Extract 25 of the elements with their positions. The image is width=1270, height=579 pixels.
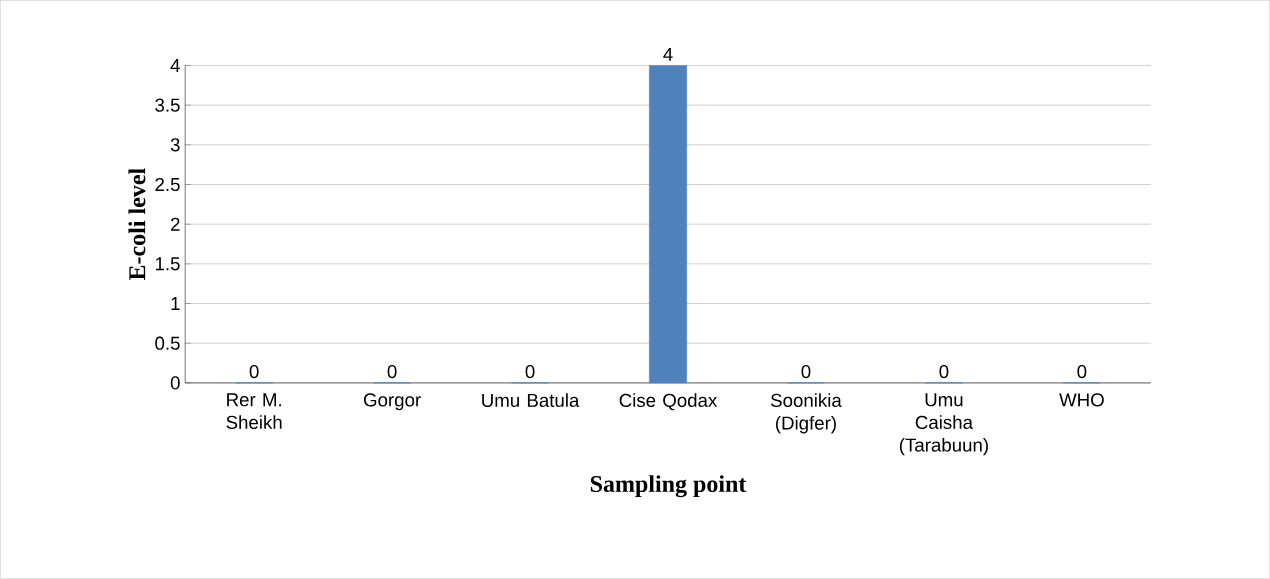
- data-label: 0: [1077, 365, 1087, 379]
- data-label: 0: [801, 365, 811, 379]
- data-label: 4: [663, 48, 673, 61]
- y-tick-label: 1: [171, 297, 180, 311]
- data-label: 0: [387, 365, 397, 379]
- x-tick-label: WHO: [1059, 393, 1104, 407]
- data-label: 0: [939, 365, 949, 379]
- y-axis-title: E-coli level: [128, 168, 146, 281]
- y-tick-label: 4: [170, 59, 180, 73]
- y-tick-label: 3: [170, 138, 180, 152]
- x-tick-label: Gorgor: [363, 393, 421, 411]
- x-axis-title: Sampling point: [590, 475, 747, 498]
- x-tick-label: Umu Batula: [482, 393, 580, 408]
- data-label: 0: [525, 365, 535, 379]
- data-label: 0: [249, 365, 259, 379]
- y-tick-label: 2.5: [155, 178, 180, 192]
- y-tick-label: 0.5: [155, 336, 180, 350]
- y-tick-label: 2: [171, 217, 180, 231]
- y-tick-label: 3.5: [155, 98, 180, 112]
- y-tick-label: 0: [170, 376, 180, 390]
- y-tick-label: 1.5: [155, 257, 180, 271]
- x-tick-label: Cise Qodax: [619, 393, 718, 411]
- x-tick-label: Umu Caisha (Tarabuun): [899, 393, 988, 456]
- x-tick-label: Rer M. Sheikh: [226, 393, 282, 430]
- x-tick-label: Soonikia (Digfer): [771, 393, 842, 434]
